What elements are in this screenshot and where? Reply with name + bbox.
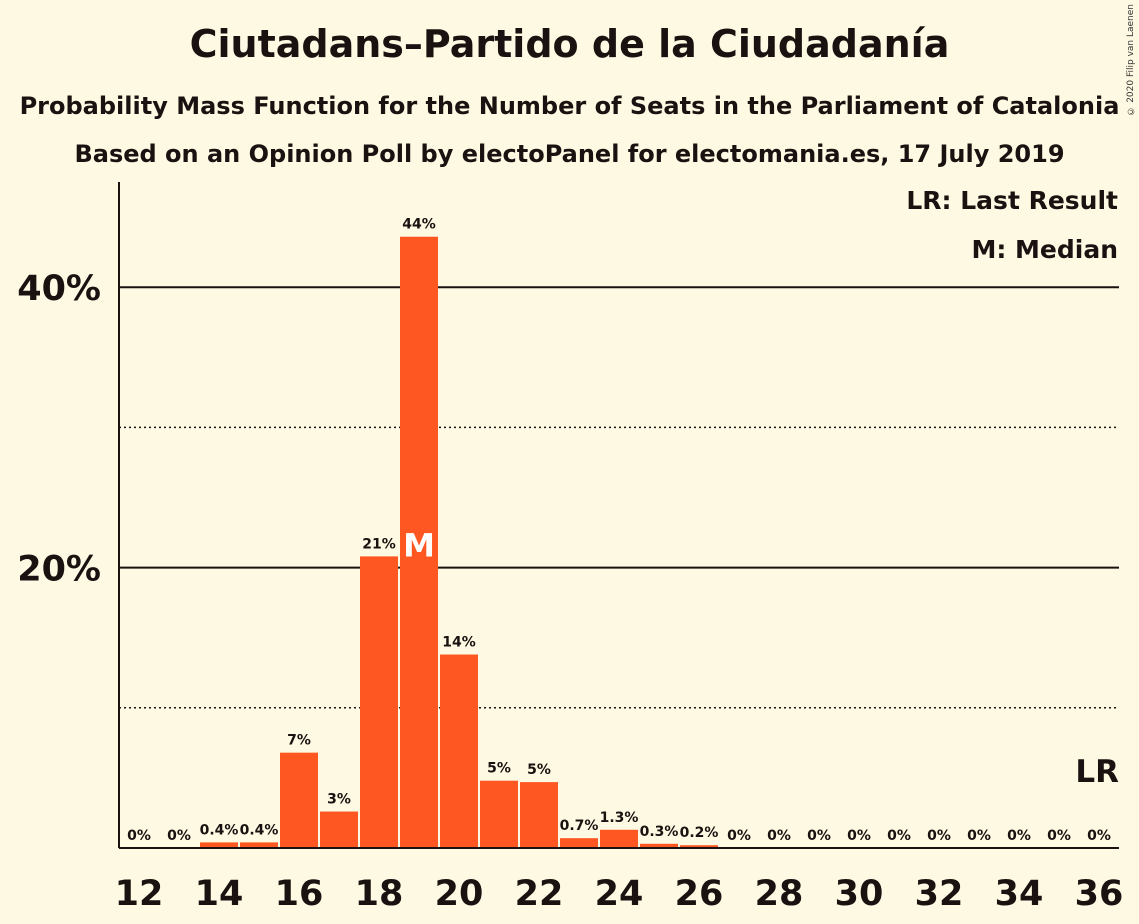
x-tick-label: 12 [115,874,164,914]
bar-value-label: 0% [807,828,831,844]
x-tick-label: 26 [675,874,724,914]
bar-seat-25 [640,843,678,848]
bar-seat-16 [280,752,318,848]
legend-median: M: Median [971,235,1118,264]
x-tick-label: 22 [515,874,564,914]
chart-source-line: Based on an Opinion Poll by electoPanel … [74,140,1065,168]
y-tick-label: 20% [17,550,101,590]
bar-value-label: 7% [287,733,311,749]
bar-value-label: 5% [487,761,511,777]
x-tick-label: 24 [595,874,644,914]
bar-value-label: 0.3% [640,824,679,840]
bars [200,236,718,848]
bar-value-label: 0% [167,828,191,844]
bar-value-label: 21% [362,536,396,552]
bar-value-label: 3% [327,792,351,808]
legend-last-result: LR: Last Result [906,186,1118,215]
x-tick-labels: 12 14 16 18 20 22 24 26 28 30 32 34 36 [115,874,1124,914]
bar-value-label: 0% [127,828,151,844]
bar-value-label: 44% [402,217,436,233]
bar-value-label: 0% [1087,828,1111,844]
gridlines [119,286,1119,709]
bar-value-label: 14% [442,635,476,651]
bar-value-label: 0.2% [680,825,719,841]
x-tick-label: 30 [835,874,884,914]
x-tick-label: 34 [995,874,1044,914]
x-tick-label: 28 [755,874,804,914]
y-tick-labels: 20% 40% [17,269,101,589]
bar-value-label: 0% [847,828,871,844]
chart-subtitle: Probability Mass Function for the Number… [19,92,1120,120]
bar-value-label: 0% [727,828,751,844]
bar-seat-26 [680,845,718,848]
bar-seat-14 [200,842,238,848]
x-tick-label: 36 [1075,874,1124,914]
x-tick-label: 20 [435,874,484,914]
x-tick-label: 14 [195,874,244,914]
x-tick-label: 18 [355,874,404,914]
bar-value-label: 5% [527,762,551,778]
bar-value-label: 0.7% [560,818,599,834]
bar-value-label: 0% [1047,828,1071,844]
x-tick-label: 16 [275,874,324,914]
bar-seat-20 [440,654,478,848]
last-result-marker: LR [1075,754,1119,790]
y-tick-label: 40% [17,269,101,309]
bar-seat-18 [360,556,398,848]
bar-seat-23 [560,838,598,848]
bar-value-label: 0% [887,828,911,844]
bar-value-label: 0% [967,828,991,844]
bar-seat-15 [240,842,278,848]
median-marker: M [403,527,435,565]
bar-seat-21 [480,780,518,848]
bar-seat-17 [320,811,358,848]
bar-seat-22 [520,782,558,848]
bar-value-label: 0% [1007,828,1031,844]
value-labels: 0% 0% 0.4% 0.4% 7% 3% 21% 44% 14% 5% 5% 0.7%1.3%0.3… [127,217,1111,844]
bar-value-label: 1.3% [600,810,639,826]
bar-seat-24 [600,829,638,848]
chart-title: Ciutadans–Partido de la Ciudadanía [189,22,950,66]
bar-seat-19 [400,236,438,848]
bar-value-label: 0% [767,828,791,844]
bar-value-label: 0% [927,828,951,844]
bar-value-label: 0.4% [200,822,239,838]
x-tick-label: 32 [915,874,964,914]
bar-value-label: 0.4% [240,822,279,838]
